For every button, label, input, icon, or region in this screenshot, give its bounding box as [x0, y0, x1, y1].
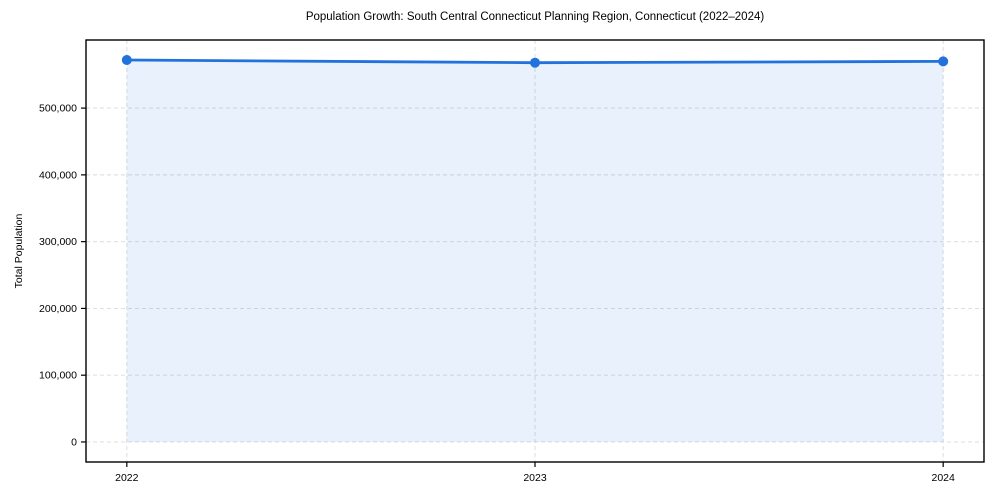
x-tick-label: 2022: [115, 472, 139, 484]
data-point-marker: [530, 57, 540, 68]
y-tick-label: 300,000: [39, 236, 77, 248]
chart-title: Population Growth: South Central Connect…: [305, 11, 765, 23]
x-tick-label: 2023: [523, 472, 547, 484]
data-point-marker: [938, 56, 949, 67]
y-tick-label: 100,000: [39, 370, 77, 382]
y-tick-label: 0: [71, 436, 77, 448]
y-tick-label: 400,000: [39, 169, 77, 181]
y-tick-label: 200,000: [39, 303, 77, 315]
data-point-marker: [121, 55, 132, 65]
x-tick-label: 2024: [932, 472, 956, 484]
area-fill: [126, 60, 944, 442]
y-tick-label: 500,000: [39, 103, 77, 115]
